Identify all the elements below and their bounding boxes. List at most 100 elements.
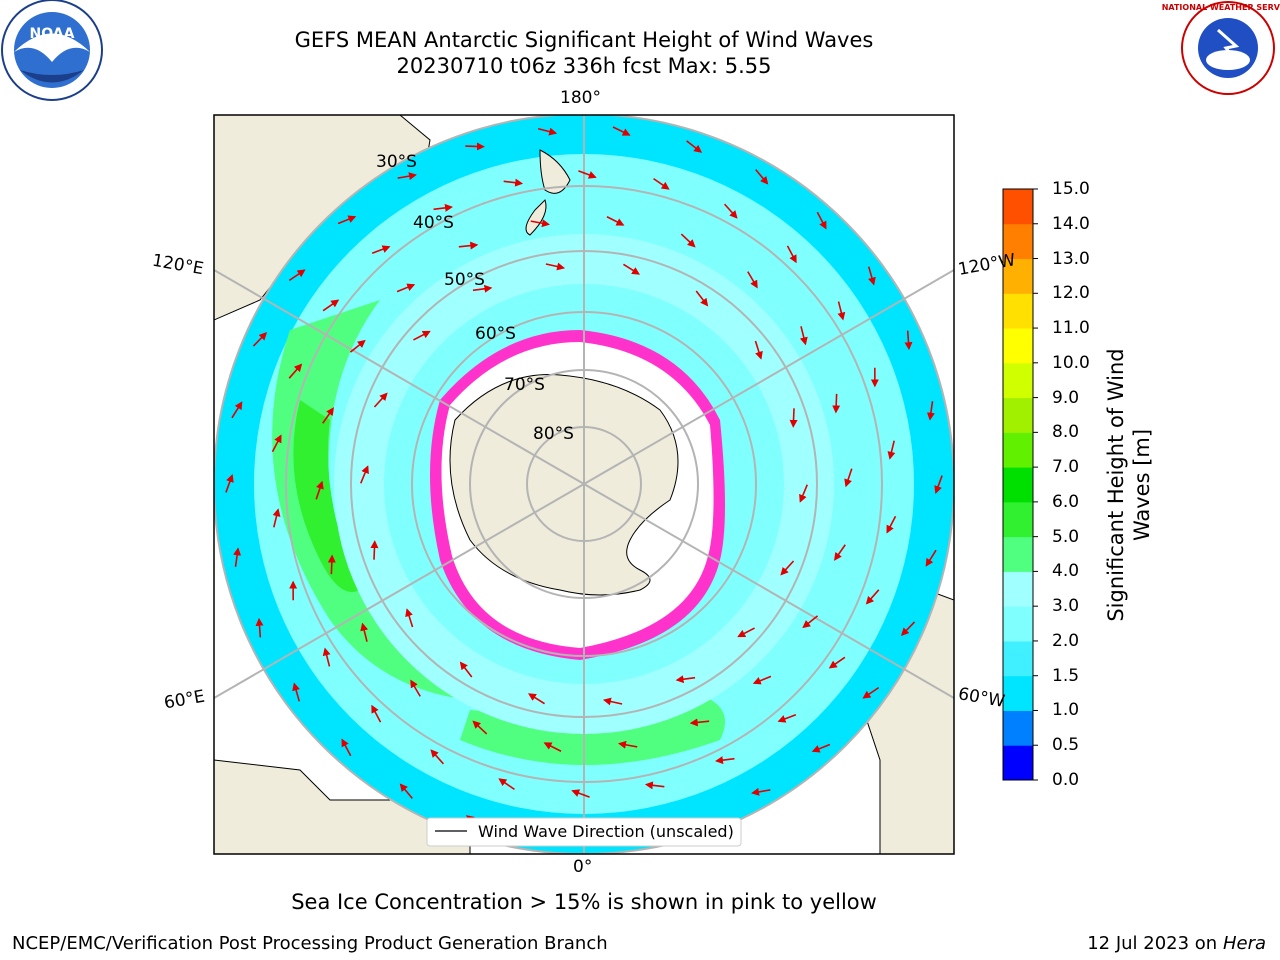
legend-label: Wind Wave Direction (unscaled) [478,822,734,841]
noaa-logo-text: NOAA [30,26,75,42]
wave-arrow [360,465,369,484]
wave-arrow [867,266,876,286]
wave-arrow [653,177,670,190]
colorbar-tick-label: 10.0 [1052,352,1090,373]
wave-arrow [465,142,485,151]
colorbar-tick-label: 3.0 [1052,596,1080,617]
wave-arrow [315,480,324,500]
wave-arrow [737,627,755,638]
wave-arrow [288,269,306,282]
wave-arrow [612,126,631,136]
colorbar-tick-label: 1.0 [1052,700,1080,721]
nws-logo-text: NATIONAL WEATHER SERVICE [1162,3,1280,12]
colorbar-segment [1003,432,1033,468]
wave-arrow [844,468,853,488]
wave-arrow [837,301,846,321]
wave-arrow [689,718,710,727]
wave-arrow [675,675,696,684]
wave-arrow [433,203,453,212]
wave-arrow [695,290,709,307]
wave-arrow [602,697,623,706]
wave-arrow [530,219,551,228]
wave-arrow [802,615,819,629]
wave-arrow [925,549,937,567]
lat-label-40s: 40°S [413,213,454,233]
wave-arrow [528,693,545,705]
wave-arrow [459,661,473,678]
footer-system: Hera [1222,933,1266,954]
wave-arrow [360,622,369,642]
wave-arrow [644,781,665,790]
wave-arrow [578,170,597,179]
colorbar-tick-label: 11.0 [1052,318,1090,339]
wave-arrow [904,330,913,351]
wave-arrow [322,647,331,667]
wave-arrow [686,140,703,153]
wave-arrow [396,283,416,293]
wave-arrow [755,169,769,185]
colorbar-segment [1003,258,1033,294]
colorbar [1002,188,1038,781]
colorbar-tick-label: 1.5 [1052,665,1080,686]
noaa-logo: NOAA [1,0,103,101]
colorbar-segment [1003,745,1033,781]
colorbar-segment [1003,328,1033,364]
colorbar-tick-label: 7.0 [1052,457,1080,478]
wave-arrow [271,434,282,453]
colorbar-segment [1003,640,1033,677]
wave-arrow [680,233,696,248]
colorbar-label-line2: Waves [m] [1130,428,1154,542]
wave-arrow [834,544,846,561]
colorbar-tick-label: 5.0 [1052,526,1080,547]
wave-arrow [623,263,640,275]
wave-arrow [371,704,382,723]
wave-arrow [799,326,808,346]
wave-arrow [832,393,841,414]
nws-logo: NATIONAL WEATHER SERVICE [1162,1,1280,95]
colorbar-segment [1003,189,1033,225]
footer-date: 12 Jul 2023 on Hera [1087,933,1266,954]
wave-arrow [571,789,590,798]
colorbar-segment [1003,675,1033,711]
colorbar-tick-label: 2.0 [1052,630,1080,651]
wave-arrow [252,331,268,347]
wave-arrow [811,743,831,753]
chart-title: GEFS MEAN Antarctic Significant Height o… [294,28,874,52]
wave-arrow [545,262,566,271]
wave-arrow [723,203,738,219]
wave-arrow [754,340,763,360]
lat-label-80s: 80°S [533,424,574,444]
colorbar-frame [1002,188,1034,781]
wave-arrow [816,211,827,230]
colorbar-segment [1003,467,1033,503]
colorbar-segment [1003,571,1033,607]
colorbar-segment [1003,293,1033,329]
lon-label-0: 0° [573,857,593,877]
colorbar-label-line1: Significant Height of Wind [1104,348,1128,622]
wave-arrow [777,713,797,723]
wave-arrow [887,440,896,460]
wave-arrow [413,330,431,341]
map-legend [426,817,742,847]
wave-arrow [472,720,488,735]
lat-label-70s: 70°S [504,375,545,395]
map-area [214,115,954,854]
wave-arrow [617,740,638,749]
wave-arrow [472,284,493,293]
colorbar-tick-label: 0.5 [1052,735,1080,756]
wave-arrow [370,540,379,560]
wave-arrow [747,271,758,289]
wave-arrow [751,787,771,796]
lat-label-50s: 50°S [444,270,485,290]
wave-arrow [799,484,808,503]
colorbar-tick-label: 0.0 [1052,770,1080,790]
wave-arrow [900,621,916,637]
lat-label-30s: 30°S [376,152,417,172]
footer-date-text: 12 Jul 2023 on [1087,933,1223,954]
wave-arrow [225,474,234,493]
wave-arrow [337,215,357,225]
wave-arrow [543,742,562,752]
wave-arrow [865,589,880,605]
wave-arrow [886,515,897,534]
